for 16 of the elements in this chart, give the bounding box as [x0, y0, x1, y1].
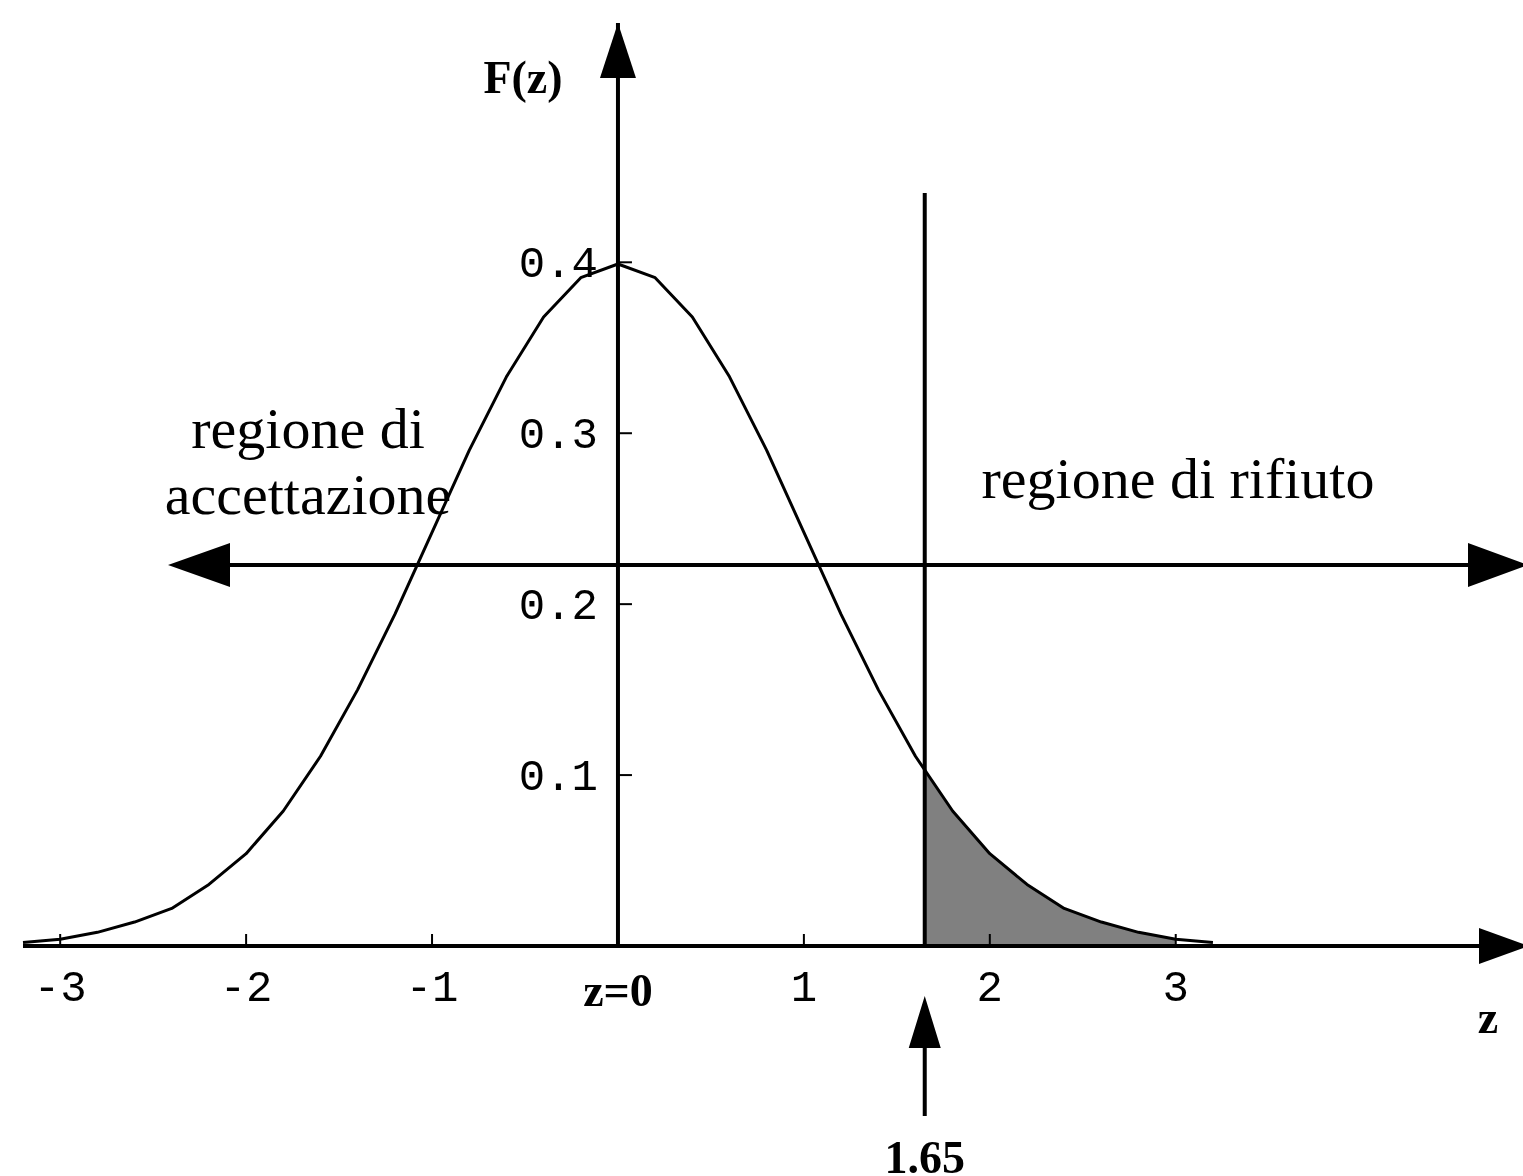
- x-tick-label: 1: [790, 964, 818, 1014]
- x-tick-label: -3: [33, 964, 87, 1014]
- annotation: regione di accettazione: [164, 396, 452, 527]
- x-tick-label: 2: [976, 964, 1004, 1014]
- y-tick-label: 0.2: [518, 582, 598, 633]
- y-tick-label: 0.4: [518, 240, 598, 291]
- y-tick-label: 0.1: [518, 753, 598, 804]
- x-axis-title: z: [1477, 992, 1499, 1043]
- y-axis-title: F(z): [483, 52, 563, 103]
- x-tick-label: -1: [405, 964, 459, 1014]
- y-tick-label: 0.3: [518, 411, 598, 462]
- x-tick-label: z=0: [583, 965, 653, 1016]
- x-tick-label: 3: [1162, 964, 1189, 1014]
- annotation: regione di rifiuto: [981, 446, 1375, 511]
- x-tick-label: -2: [219, 964, 273, 1014]
- ref-line-label: 1.65: [884, 1132, 965, 1176]
